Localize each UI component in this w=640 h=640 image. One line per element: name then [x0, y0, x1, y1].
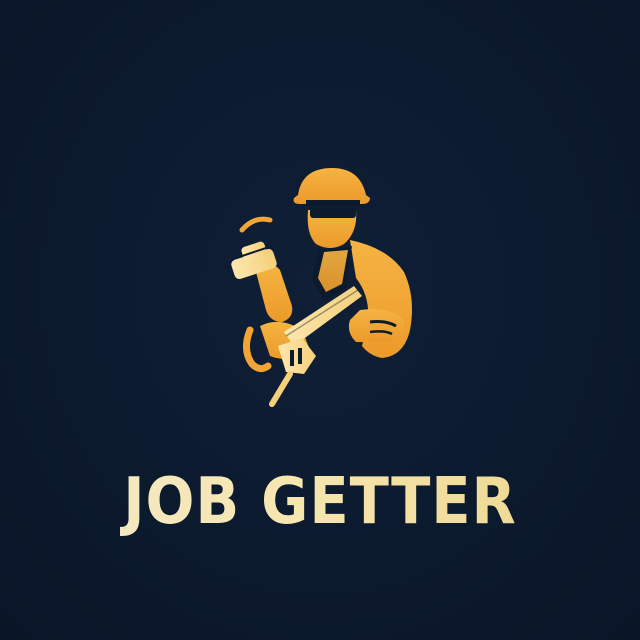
- brand-wordmark: JOB GETTER: [32, 462, 608, 542]
- worker-with-hammer-and-saw-icon: [231, 168, 412, 407]
